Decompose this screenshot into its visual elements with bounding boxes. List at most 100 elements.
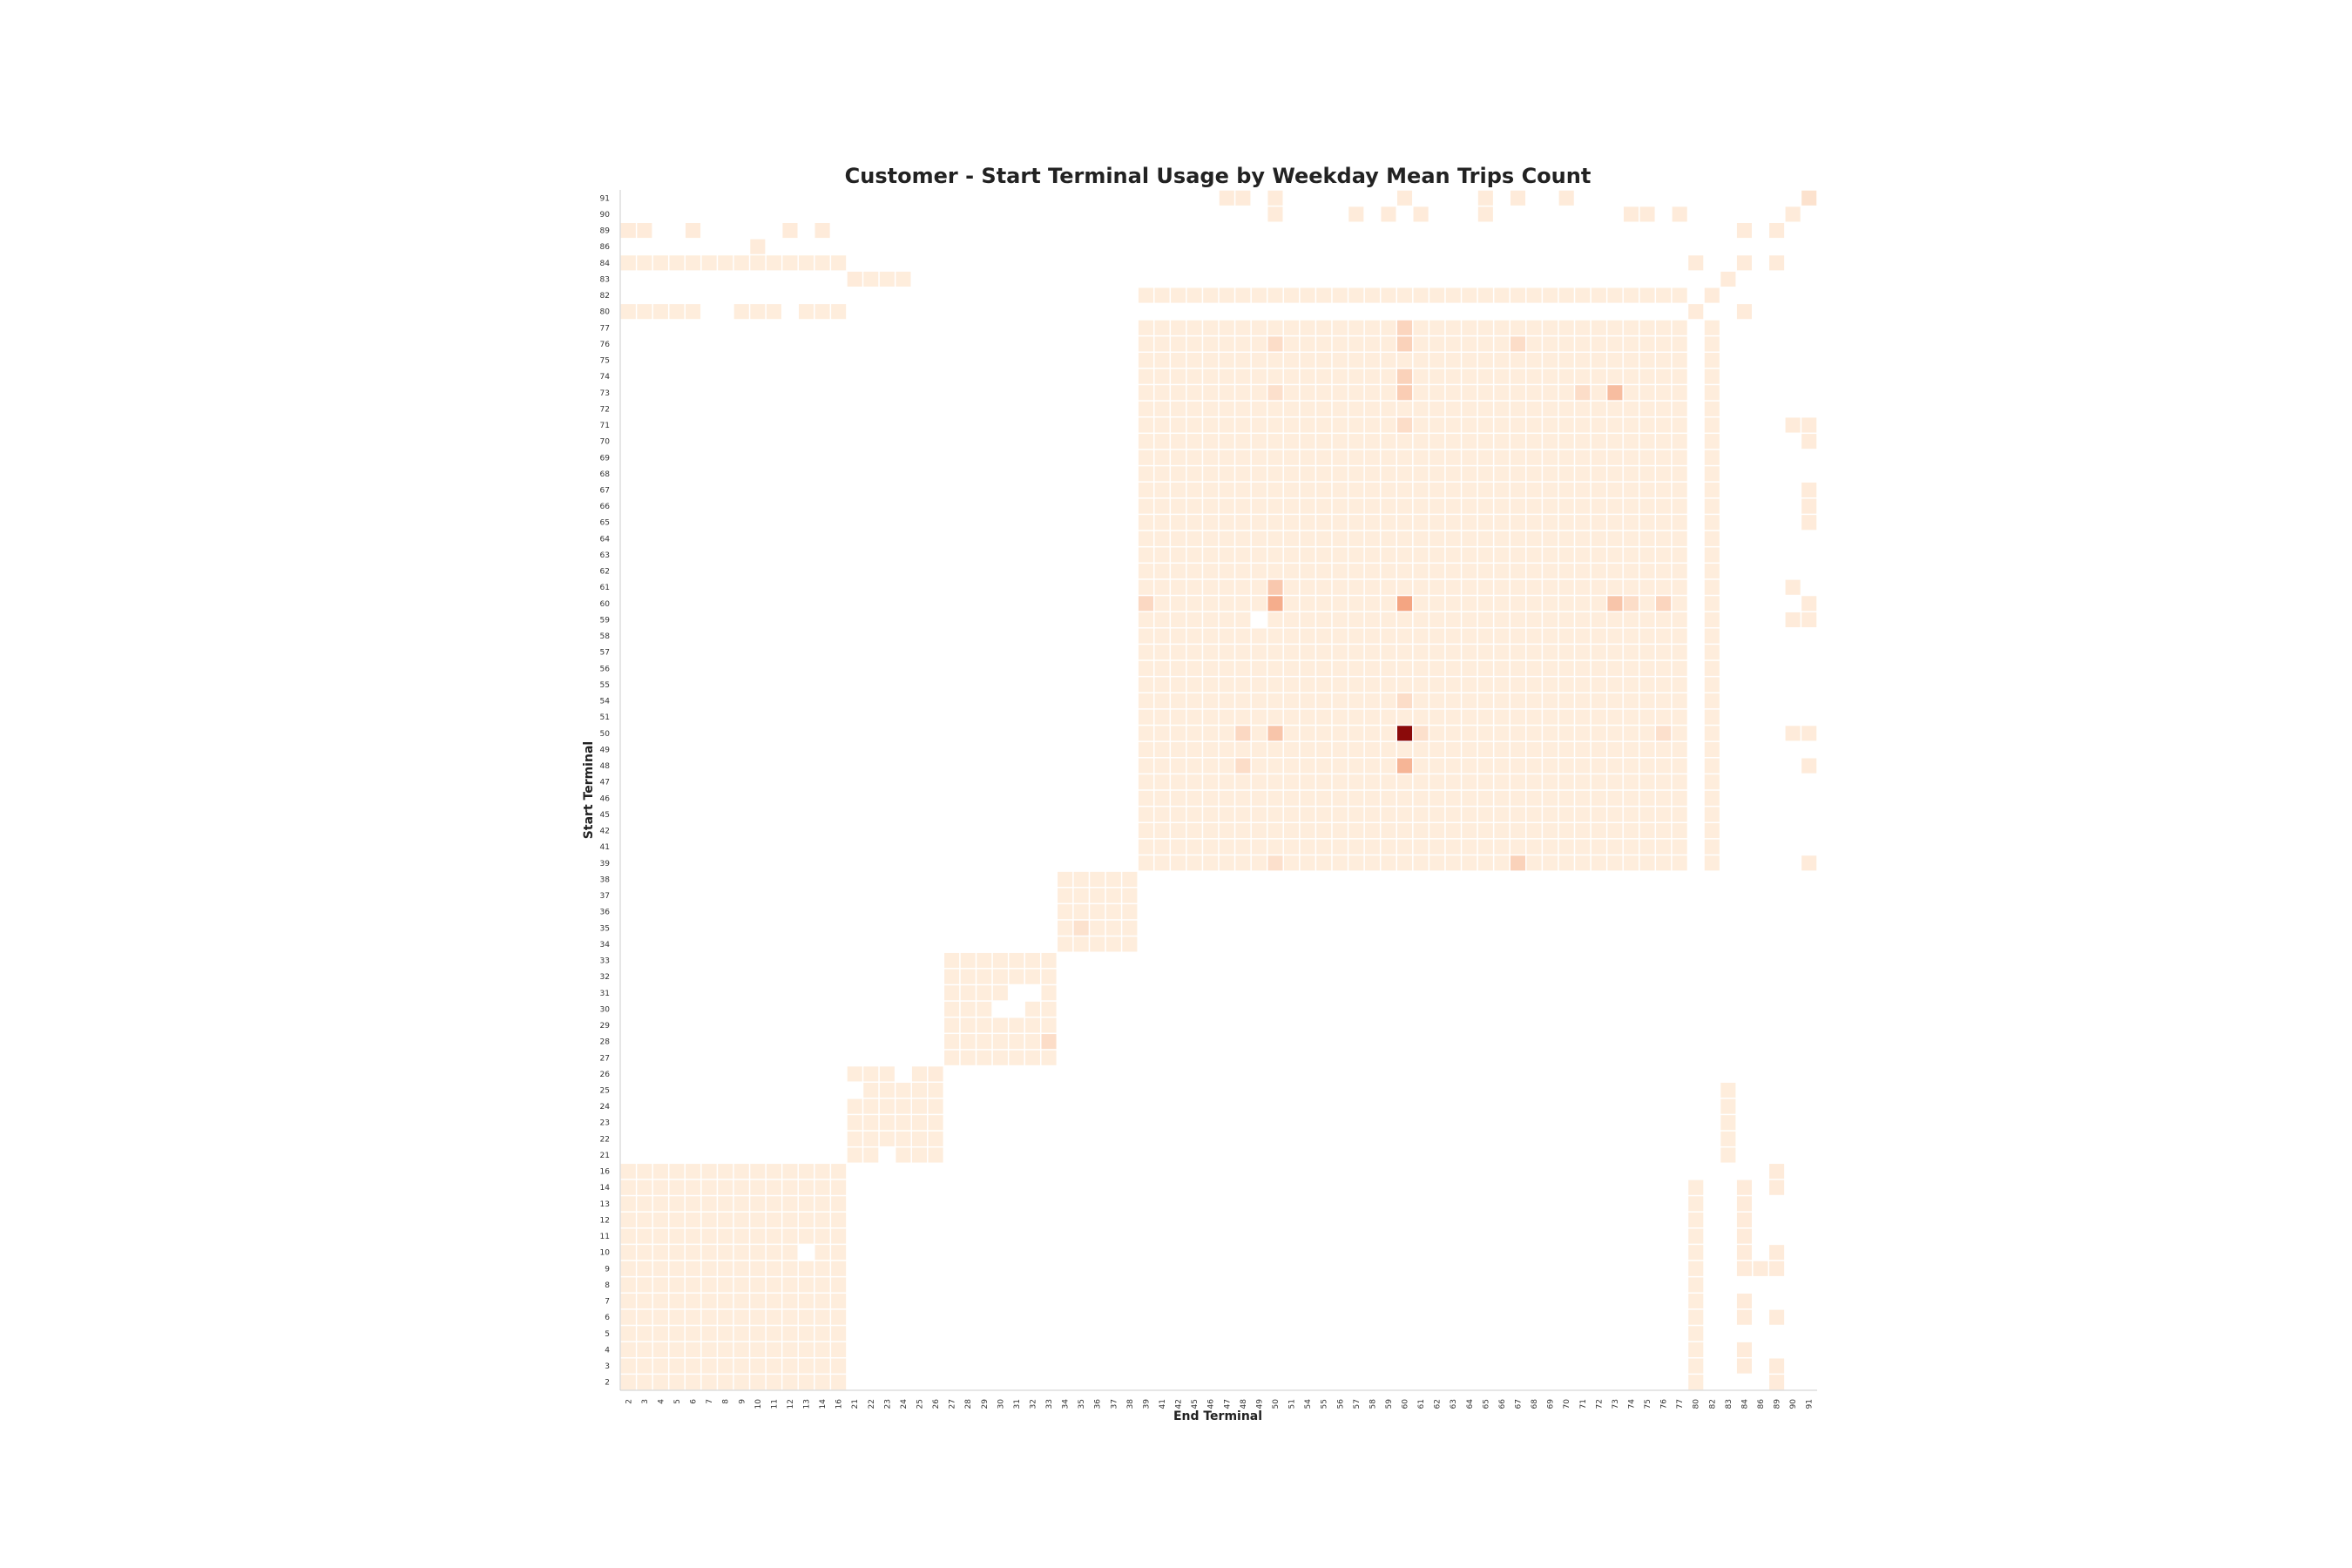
heatmap-cell-69-65: [1477, 449, 1493, 465]
heatmap-cell-82-65: [1477, 287, 1493, 303]
x-tick-label: 34: [1062, 1399, 1071, 1409]
heatmap-cell-12-5: [669, 1212, 685, 1228]
heatmap-cell-67-62: [1429, 482, 1445, 498]
heatmap-cell-64-48: [1235, 531, 1251, 546]
heatmap-cell-70-72: [1591, 434, 1606, 449]
x-tick-label: 7: [706, 1399, 714, 1404]
y-tick-label: 77: [600, 324, 610, 333]
heatmap-cell-75-54: [1300, 352, 1315, 368]
heatmap-cell-90-65: [1477, 206, 1493, 222]
heatmap-cell-26-26: [928, 1066, 943, 1082]
heatmap-cell-72-46: [1203, 401, 1219, 416]
heatmap-cell-73-56: [1332, 385, 1348, 401]
heatmap-cell-71-65: [1477, 417, 1493, 433]
heatmap-cell-64-72: [1591, 531, 1606, 546]
heatmap-cell-62-66: [1494, 564, 1510, 579]
heatmap-cell-76-42: [1171, 336, 1186, 352]
heatmap-cell-16-14: [814, 1164, 830, 1179]
heatmap-cell-55-62: [1429, 677, 1445, 693]
heatmap-cell-72-75: [1639, 401, 1655, 416]
heatmap-cell-70-73: [1607, 434, 1623, 449]
heatmap-cell-77-58: [1364, 320, 1380, 335]
heatmap-cell-11-14: [814, 1228, 830, 1244]
heatmap-cell-46-74: [1623, 790, 1639, 806]
heatmap-cell-55-71: [1575, 677, 1591, 693]
heatmap-cell-67-70: [1558, 482, 1574, 498]
heatmap-cell-16-3: [637, 1164, 652, 1179]
heatmap-cell-73-82: [1704, 385, 1720, 401]
heatmap-cell-42-48: [1235, 822, 1251, 839]
heatmap-cell-46-54: [1300, 790, 1315, 806]
x-tick-label: 84: [1740, 1399, 1749, 1409]
heatmap-cell-64-66: [1494, 531, 1510, 546]
x-tick-label: 45: [1191, 1399, 1200, 1409]
heatmap-cell-82-50: [1267, 287, 1283, 303]
heatmap-cell-39-62: [1429, 855, 1445, 871]
heatmap-cell-76-56: [1332, 336, 1348, 352]
heatmap-cell-56-70: [1558, 660, 1574, 676]
heatmap-cell-47-69: [1543, 774, 1558, 790]
heatmap-cell-69-48: [1235, 449, 1251, 465]
heatmap-cell-39-77: [1672, 855, 1687, 871]
heatmap-cell-61-54: [1300, 579, 1315, 595]
heatmap-cell-56-54: [1300, 660, 1315, 676]
heatmap-cell-57-59: [1381, 645, 1396, 660]
heatmap-cell-66-57: [1348, 498, 1364, 514]
heatmap-cell-9-5: [669, 1260, 685, 1276]
heatmap-cell-63-59: [1381, 547, 1396, 563]
heatmap-cell-57-74: [1623, 645, 1639, 660]
heatmap-cell-82-72: [1591, 287, 1606, 303]
heatmap-cell-64-47: [1219, 531, 1234, 546]
heatmap-cell-62-64: [1462, 564, 1477, 579]
heatmap-cell-61-77: [1672, 579, 1687, 595]
heatmap-cell-62-50: [1267, 564, 1283, 579]
heatmap-cell-72-67: [1510, 401, 1526, 416]
heatmap-cell-59-56: [1332, 612, 1348, 628]
heatmap-cell-42-68: [1526, 822, 1542, 839]
heatmap-cell-5-3: [637, 1326, 652, 1342]
x-tick-label: 32: [1029, 1399, 1037, 1409]
heatmap-cell-57-69: [1543, 645, 1558, 660]
heatmap-cell-47-67: [1510, 774, 1526, 790]
y-tick-label: 39: [600, 860, 611, 868]
heatmap-cell-50-56: [1332, 726, 1348, 741]
heatmap-cell-72-51: [1284, 401, 1300, 416]
heatmap-cell-10-7: [701, 1245, 717, 1260]
heatmap-cell-50-47: [1219, 726, 1234, 741]
heatmap-cell-10-11: [766, 1245, 781, 1260]
heatmap-cell-33-31: [1009, 952, 1024, 969]
heatmap-cell-75-66: [1494, 352, 1510, 368]
heatmap-cell-56-41: [1154, 660, 1170, 676]
heatmap-cell-59-82: [1704, 612, 1720, 628]
heatmap-cell-51-64: [1462, 709, 1477, 725]
heatmap-cell-13-14: [814, 1196, 830, 1212]
heatmap-cell-39-57: [1348, 855, 1364, 871]
heatmap-cell-60-55: [1316, 596, 1332, 612]
heatmap-cell-61-57: [1348, 579, 1364, 595]
heatmap-cell-35-37: [1105, 920, 1121, 936]
heatmap-cell-59-45: [1186, 612, 1202, 628]
heatmap-cell-75-60: [1396, 352, 1413, 368]
heatmap-cell-72-61: [1413, 401, 1429, 416]
heatmap-cell-46-58: [1364, 790, 1380, 806]
heatmap-cell-76-63: [1445, 336, 1461, 352]
heatmap-cell-69-61: [1413, 449, 1429, 465]
heatmap-cell-74-65: [1477, 368, 1493, 384]
heatmap-cell-32-28: [960, 969, 976, 984]
heatmap-cell-48-76: [1656, 758, 1672, 774]
heatmap-cell-4-8: [718, 1342, 733, 1358]
heatmap-cell-65-39: [1138, 515, 1153, 531]
heatmap-cell-63-50: [1267, 547, 1283, 563]
y-tick-label: 90: [600, 211, 611, 220]
heatmap-cell-56-77: [1672, 660, 1687, 676]
heatmap-cell-62-67: [1510, 564, 1526, 579]
heatmap-cell-11-16: [831, 1228, 847, 1244]
heatmap-cell-14-5: [669, 1179, 685, 1195]
heatmap-cell-61-76: [1656, 579, 1672, 595]
heatmap-cell-62-60: [1396, 564, 1413, 579]
heatmap-cell-8-9: [733, 1277, 749, 1293]
heatmap-cell-55-50: [1267, 677, 1283, 693]
heatmap-cell-57-75: [1639, 645, 1655, 660]
heatmap-cell-46-73: [1607, 790, 1623, 806]
heatmap-cell-76-66: [1494, 336, 1510, 352]
